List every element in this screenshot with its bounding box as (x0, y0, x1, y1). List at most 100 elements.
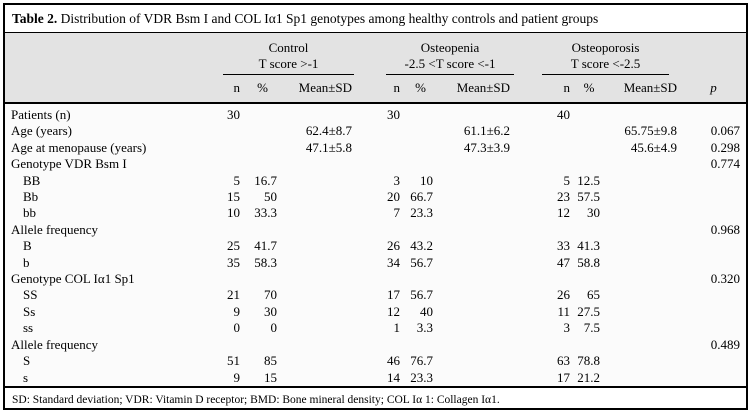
cell-n: 21 (227, 287, 240, 303)
cell-n: 26 (557, 287, 571, 303)
cell-p (681, 370, 746, 386)
table-body: Patients (n) 30 30 40 Age (years) 62.4±8.7 61.… (5, 103, 746, 386)
cell-mean (604, 370, 681, 386)
cell-pct: 27.5 (577, 303, 601, 319)
cell-pct: 41.3 (577, 238, 601, 254)
cell-mean (281, 103, 356, 123)
cell-pct: 15 (264, 369, 277, 385)
cell-pct: 56.7 (410, 287, 434, 303)
cell-n (356, 222, 404, 238)
cell-p: 0.320 (710, 271, 741, 287)
cell-n: 9 (233, 303, 241, 319)
cell-mean (281, 173, 356, 189)
row-label: Ss (23, 303, 36, 319)
cell-n: 12 (557, 205, 571, 221)
subheader-p: p (710, 79, 717, 95)
cell-mean (281, 205, 356, 221)
cell-n (217, 140, 244, 156)
cell-mean (604, 173, 681, 189)
cell-pct: 33.3 (254, 205, 277, 221)
table-row: Genotype COL Iα1 Sp1 0.320 (5, 271, 746, 287)
cell-mean (604, 287, 681, 303)
group-name: Osteopenia (420, 40, 480, 55)
cell-pct: 85 (264, 353, 277, 369)
cell-n: 17 (387, 287, 401, 303)
cell-n (217, 222, 244, 238)
subheader-mean-osteoporosis: Mean±SD (623, 79, 678, 95)
group-header-row: Control T score >-1 Osteopenia -2.5 <T s… (5, 33, 746, 75)
cell-mean (281, 353, 356, 369)
cell-pct: 43.2 (410, 238, 434, 254)
table-row: BB 5 16.7 3 10 5 12.5 (5, 173, 746, 189)
cell-n: 35 (227, 254, 240, 270)
row-label: B (23, 238, 32, 254)
row-label: Age (years) (11, 123, 72, 139)
subheader-n-control: n (233, 79, 241, 95)
group-criteria: T score <-2.5 (570, 55, 641, 71)
cell-mean (437, 255, 514, 271)
table-row: Ss 9 30 12 40 11 27.5 (5, 304, 746, 320)
group-header-osteoporosis: Osteoporosis T score <-2.5 (514, 33, 681, 75)
cell-pct (244, 222, 281, 238)
cell-pct: 10 (420, 172, 434, 188)
table-row: Allele frequency 0.489 (5, 337, 746, 353)
cell-p (681, 238, 746, 254)
cell-mean (437, 189, 514, 205)
cell-pct (404, 222, 437, 238)
subheader-row: n % Mean±SD n % Mean±SD n % Mean±SD p (5, 75, 746, 103)
cell-pct: 58.8 (577, 254, 601, 270)
cell-mean (604, 320, 681, 336)
cell-mean (604, 222, 681, 238)
genotype-table: Control T score >-1 Osteopenia -2.5 <T s… (5, 33, 746, 386)
group-head-osteopenia: Osteopenia -2.5 <T score <-1 (386, 40, 515, 75)
subheader-mean-osteopenia: Mean±SD (456, 79, 511, 95)
table-title-caption: Distribution of VDR Bsm I and COL Iα1 Sp… (57, 11, 599, 26)
table-row: Allele frequency 0.968 (5, 222, 746, 238)
cell-pct (404, 156, 437, 172)
cell-p (681, 173, 746, 189)
cell-n: 30 (227, 107, 240, 122)
cell-mean (604, 304, 681, 320)
cell-mean (437, 320, 514, 336)
cell-pct (404, 140, 437, 156)
group-name: Osteoporosis (571, 40, 640, 55)
cell-n: 15 (227, 189, 240, 205)
cell-n (217, 123, 244, 139)
cell-n: 51 (227, 353, 240, 369)
cell-pct (574, 123, 604, 139)
table-row: s 9 15 14 23.3 17 21.2 (5, 370, 746, 386)
cell-mean (604, 156, 681, 172)
cell-n (514, 156, 574, 172)
cell-p (681, 287, 746, 303)
cell-p (681, 304, 746, 320)
cell-pct: 58.3 (254, 254, 277, 270)
cell-p (681, 205, 746, 221)
cell-mean: 65.75±9.8 (624, 123, 678, 139)
subheader-pct-osteoporosis: % (583, 79, 595, 95)
cell-pct (244, 103, 281, 123)
cell-mean (604, 337, 681, 353)
cell-mean (437, 304, 514, 320)
subheader-mean-control: Mean±SD (298, 79, 353, 95)
cell-mean (437, 222, 514, 238)
cell-n: 63 (557, 353, 571, 369)
cell-pct (574, 222, 604, 238)
cell-n: 1 (393, 320, 401, 336)
table-row: SS 21 70 17 56.7 26 65 (5, 287, 746, 303)
cell-pct: 7.5 (583, 320, 601, 336)
cell-n: 23 (557, 189, 571, 205)
cell-n: 17 (557, 369, 571, 385)
cell-n: 34 (387, 254, 401, 270)
cell-mean (437, 287, 514, 303)
cell-pct: 23.3 (410, 369, 434, 385)
row-label: s (23, 369, 29, 385)
cell-n (514, 222, 574, 238)
cell-n: 46 (387, 353, 401, 369)
cell-pct (244, 156, 281, 172)
cell-n (514, 123, 574, 139)
table-row: Age at menopause (years) 47.1±5.8 47.3±3.9… (5, 140, 746, 156)
cell-pct: 78.8 (577, 353, 601, 369)
cell-mean (437, 205, 514, 221)
cell-n: 40 (557, 107, 571, 122)
cell-mean (437, 103, 514, 123)
